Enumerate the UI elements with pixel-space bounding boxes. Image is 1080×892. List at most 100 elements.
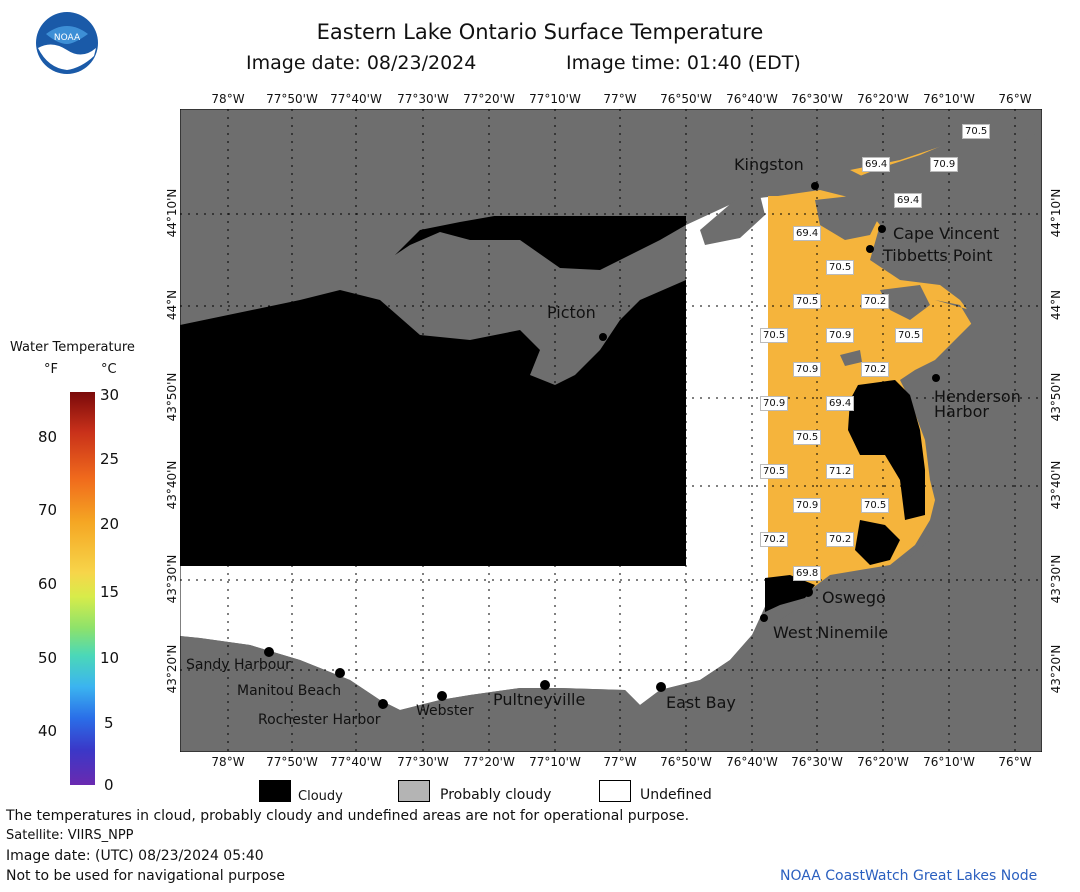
place-label-henderson: Henderson [934,387,1021,406]
lon-label-top: 77°30'W [397,92,449,106]
temp-label: 70.9 [930,157,959,172]
lat-label-left: 44°10'N [165,188,179,238]
temp-label: 70.5 [861,498,890,513]
lon-label-bottom: 76°20'W [857,755,909,769]
legend-c-tick: 20 [100,515,120,533]
lon-label-bottom: 77°50'W [266,755,318,769]
temp-label: 70.5 [826,260,855,275]
image-date: Image date: 08/23/2024 [246,52,477,74]
lake-undefined-area [180,196,778,710]
land-area [180,612,768,752]
legend-c-tick: 25 [100,450,120,468]
credit-text: NOAA CoastWatch Great Lakes Node [780,868,1038,884]
temp-label: 69.8 [793,566,822,581]
city-markers [264,182,940,709]
cloudy-area [180,285,686,566]
land-area [880,285,930,320]
utc-date-text: Image date: (UTC) 08/23/2024 05:40 [6,848,264,864]
lon-label-bottom: 77°20'W [463,755,515,769]
lon-label-top: 77°10'W [529,92,581,106]
place-label-tibbetts-point: Tibbetts Point [883,246,993,265]
temp-label: 70.9 [793,362,822,377]
legend-c-tick: 15 [100,583,120,601]
legend-f-tick: 60 [38,575,58,593]
temp-label: 70.5 [793,430,822,445]
lat-label-left: 43°50'N [165,372,179,422]
temp-label: 70.9 [793,498,822,513]
lon-label-top: 77°W [603,92,637,106]
lat-label-right: 43°20'N [1049,644,1063,694]
cloudy-area [855,520,900,565]
lon-label-top: 76°40'W [726,92,778,106]
land-area [850,109,1042,195]
lat-label-right: 43°40'N [1049,460,1063,510]
place-label-webster: Webster [416,703,474,719]
lat-label-right: 44°10'N [1049,188,1063,238]
place-label-kingston: Kingston [734,155,804,174]
lon-label-top: 76°20'W [857,92,909,106]
place-label-east-bay: East Bay [666,693,736,712]
temp-label: 70.5 [962,124,991,139]
temp-label: 71.2 [826,464,855,479]
lon-label-bottom: 77°W [603,755,637,769]
lon-label-bottom: 76°10'W [923,755,975,769]
temp-label: 69.4 [793,226,822,241]
legend-swatch-undefined [599,780,631,802]
lon-label-top: 76°50'W [660,92,712,106]
lon-label-top: 77°20'W [463,92,515,106]
lon-label-top: 76°10'W [923,92,975,106]
cloudy-area [848,380,925,520]
lat-label-right: 43°50'N [1049,372,1063,422]
image-time: Image time: 01:40 (EDT) [566,52,801,74]
lon-label-bottom: 78°W [211,755,245,769]
lon-label-bottom: 76°W [998,755,1032,769]
legend-c-tick: 5 [104,714,114,732]
land-area [840,350,862,366]
cloudy-area [765,575,815,612]
place-label-pultneyville: Pultneyville [493,690,586,709]
temp-label: 70.9 [760,396,789,411]
temp-label: 70.2 [826,532,855,547]
place-label-manitou-beach: Manitou Beach [237,683,342,699]
temp-label: 70.2 [861,294,890,309]
lon-label-bottom: 76°40'W [726,755,778,769]
color-scale-bar [70,392,95,785]
lon-label-top: 77°40'W [330,92,382,106]
land-area [700,195,765,245]
temp-label: 70.9 [826,328,855,343]
map-title: Eastern Lake Ontario Surface Temperature [316,20,764,44]
temp-label: 70.2 [760,532,789,547]
legend-swatch-probably-cloudy [398,780,430,802]
legend-c-tick: 0 [104,776,114,794]
legend-unit-c: °C [101,362,117,377]
legend-label-probably-cloudy: Probably cloudy [440,787,552,803]
lon-label-bottom: 77°10'W [529,755,581,769]
temperature-map [180,109,1042,752]
lon-label-top: 76°30'W [791,92,843,106]
lon-label-bottom: 76°50'W [660,755,712,769]
legend-c-tick: 30 [100,386,120,404]
legend-title: Water Temperature [10,340,135,355]
legend-swatch-cloudy [259,780,291,802]
place-label-sandy-harbour: Sandy Harbour [186,657,291,673]
temp-label: 70.2 [861,362,890,377]
temp-label: 69.4 [894,193,923,208]
legend-label-cloudy: Cloudy [298,789,343,804]
lat-label-right: 43°30'N [1049,554,1063,604]
lon-label-bottom: 77°40'W [330,755,382,769]
lon-label-bottom: 77°30'W [397,755,449,769]
temp-label: 70.5 [895,328,924,343]
place-label-west-ninemile: West Ninemile [773,623,889,642]
lon-label-top: 78°W [211,92,245,106]
lat-label-left: 44°N [165,289,179,321]
navigation-warning: Not to be used for navigational purpose [6,868,285,884]
place-label-oswego: Oswego [822,588,886,607]
legend-f-tick: 80 [38,428,58,446]
lon-label-top: 76°W [998,92,1032,106]
noaa-logo: NOAA [34,10,100,76]
legend-unit-f: °F [44,362,58,377]
land-area [760,300,1042,752]
temp-label: 69.4 [862,157,891,172]
place-label-rochester-harbor: Rochester Harbor [258,712,381,728]
lat-label-right: 44°N [1049,289,1063,321]
